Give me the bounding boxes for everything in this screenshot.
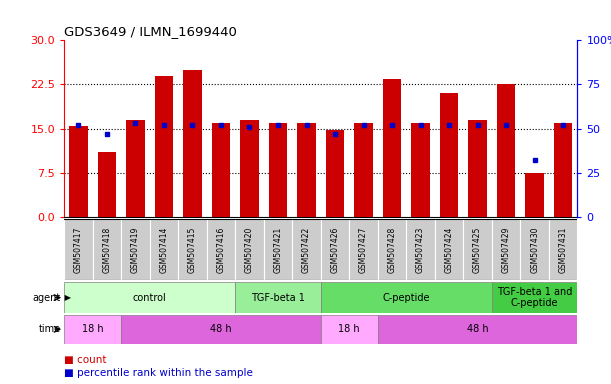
Text: GSM507422: GSM507422 (302, 227, 311, 273)
Bar (264, 219, 292, 280)
Bar (155, 76, 173, 217)
Text: C-peptide: C-peptide (382, 293, 430, 303)
Bar (435, 219, 463, 280)
Text: TGF-beta 1: TGF-beta 1 (251, 293, 305, 303)
Bar (349, 219, 378, 280)
Bar (183, 70, 202, 217)
Bar (326, 130, 345, 217)
Text: GSM507414: GSM507414 (159, 227, 169, 273)
Bar (126, 120, 145, 217)
Text: 48 h: 48 h (210, 324, 232, 334)
Bar (292, 219, 321, 280)
Bar (121, 315, 321, 344)
Text: 18 h: 18 h (338, 324, 360, 334)
Bar (98, 152, 116, 217)
Text: GDS3649 / ILMN_1699440: GDS3649 / ILMN_1699440 (64, 25, 237, 38)
Bar (235, 282, 321, 313)
Bar (378, 219, 406, 280)
Text: GSM507419: GSM507419 (131, 227, 140, 273)
Text: ■ count: ■ count (64, 355, 107, 365)
Bar (321, 219, 349, 280)
Text: GSM507421: GSM507421 (274, 227, 282, 273)
Text: agent: agent (33, 293, 61, 303)
Bar (492, 282, 577, 313)
Text: GSM507427: GSM507427 (359, 227, 368, 273)
Text: time: time (39, 324, 61, 334)
Bar (297, 123, 316, 217)
Bar (497, 84, 516, 217)
Bar (269, 123, 287, 217)
Text: GSM507431: GSM507431 (558, 227, 568, 273)
Bar (207, 219, 235, 280)
Text: control: control (133, 293, 167, 303)
Text: GSM507418: GSM507418 (103, 227, 111, 273)
Bar (554, 123, 573, 217)
Bar (321, 315, 378, 344)
Bar (121, 219, 150, 280)
Bar (211, 123, 230, 217)
Bar (549, 219, 577, 280)
Bar (235, 219, 264, 280)
Text: ■ percentile rank within the sample: ■ percentile rank within the sample (64, 368, 253, 378)
Bar (521, 219, 549, 280)
Text: GSM507426: GSM507426 (331, 227, 340, 273)
Text: GSM507420: GSM507420 (245, 227, 254, 273)
Bar (411, 123, 430, 217)
Text: GSM507415: GSM507415 (188, 227, 197, 273)
Bar (150, 219, 178, 280)
Text: GSM507430: GSM507430 (530, 226, 539, 273)
Text: GSM507428: GSM507428 (387, 227, 397, 273)
Bar (525, 173, 544, 217)
Text: GSM507417: GSM507417 (74, 227, 83, 273)
Bar (69, 126, 88, 217)
Text: GSM507424: GSM507424 (445, 227, 453, 273)
Bar (321, 282, 492, 313)
Bar (440, 93, 458, 217)
Bar (469, 120, 487, 217)
Bar (64, 219, 93, 280)
Bar (93, 219, 121, 280)
Bar (378, 315, 577, 344)
Text: 48 h: 48 h (467, 324, 488, 334)
Bar (492, 219, 521, 280)
Bar (463, 219, 492, 280)
Text: ▶: ▶ (62, 293, 71, 302)
Text: GSM507423: GSM507423 (416, 227, 425, 273)
Text: GSM507429: GSM507429 (502, 227, 511, 273)
Bar (178, 219, 207, 280)
Text: GSM507416: GSM507416 (216, 227, 225, 273)
Bar (64, 282, 235, 313)
Text: GSM507425: GSM507425 (473, 227, 482, 273)
Text: TGF-beta 1 and
C-peptide: TGF-beta 1 and C-peptide (497, 287, 573, 308)
Bar (354, 123, 373, 217)
Bar (382, 79, 401, 217)
Text: 18 h: 18 h (82, 324, 103, 334)
Bar (64, 315, 121, 344)
Bar (406, 219, 435, 280)
Bar (240, 120, 259, 217)
